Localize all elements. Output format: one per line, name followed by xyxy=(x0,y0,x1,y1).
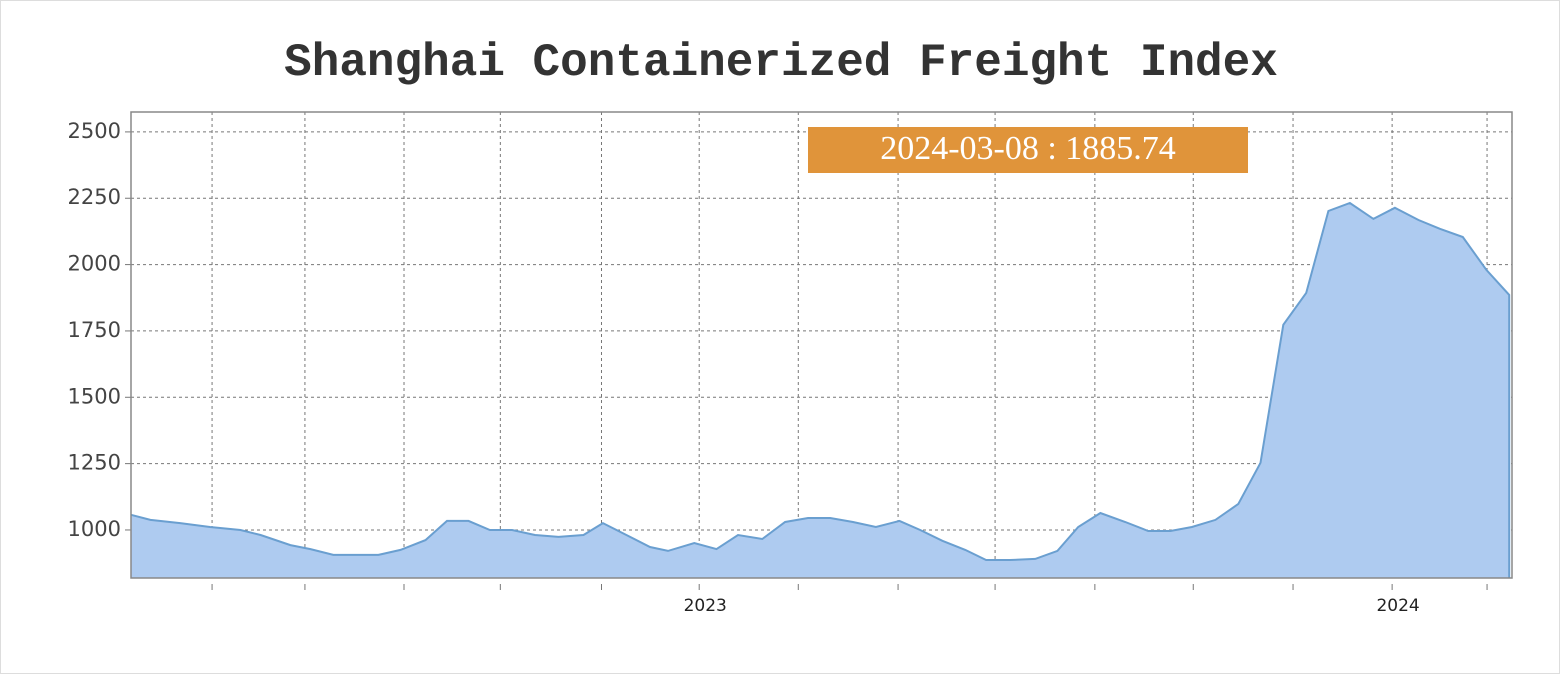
y-tick-label: 2500 xyxy=(68,119,121,143)
y-tick-label: 2250 xyxy=(68,185,121,209)
area xyxy=(131,203,1510,578)
annotation-box xyxy=(808,127,1248,173)
plot-border xyxy=(130,111,1513,579)
y-tick-label: 1250 xyxy=(68,451,121,475)
annotation: 2024-03-08 : 1885.74 xyxy=(880,130,1176,167)
y-tick-label: 1000 xyxy=(68,517,121,541)
x-tick-label: 2023 xyxy=(684,596,727,616)
x-tick-label: 2024 xyxy=(1376,596,1419,616)
line xyxy=(130,201,1511,578)
y-tick-label: 1500 xyxy=(68,384,121,408)
y-tick-label: 1750 xyxy=(68,318,121,342)
y-tick-label: 2000 xyxy=(68,252,121,276)
chart-title: Shanghai Containerized Freight Index xyxy=(284,37,1278,89)
